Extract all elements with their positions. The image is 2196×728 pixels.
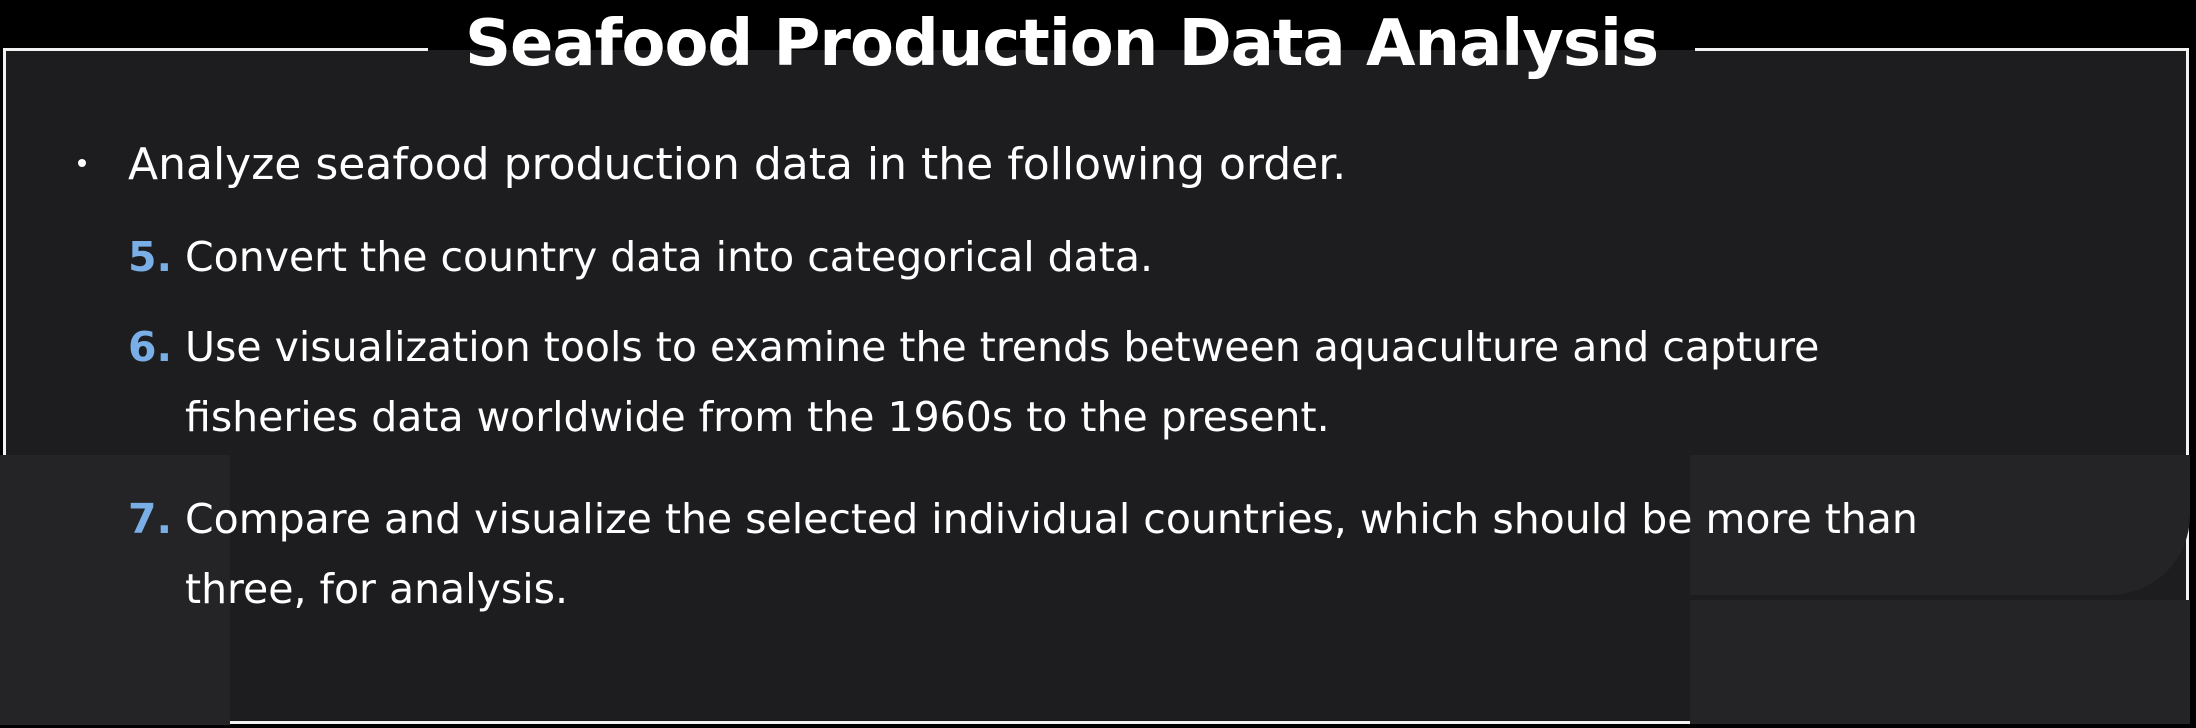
item-number: 6. — [128, 323, 173, 371]
item-number: 7. — [128, 495, 173, 543]
list-item: 5. Convert the country data into categor… — [128, 222, 2168, 292]
decorative-shape — [1690, 600, 2190, 724]
page-title: Seafood Production Data Analysis — [464, 7, 1659, 81]
list-item: 7. Compare and visualize the selected in… — [128, 484, 2168, 624]
frame-top-line — [3, 48, 428, 51]
item-number: 5. — [128, 233, 173, 281]
item-text: Convert the country data into categorica… — [185, 222, 2175, 292]
item-text-line: Compare and visualize the selected indiv… — [185, 495, 1918, 543]
frame-top-line — [1695, 48, 2189, 51]
decorative-shape — [1690, 455, 2190, 595]
item-text-line: fisheries data worldwide from the 1960s … — [185, 393, 1330, 441]
item-text-line: Use visualization tools to examine the t… — [185, 323, 1820, 371]
intro-bullet: Analyze seafood production data in the f… — [78, 135, 2158, 195]
decorative-shape — [0, 455, 230, 725]
item-text: Use visualization tools to examine the t… — [185, 312, 2175, 452]
item-text: Compare and visualize the selected indiv… — [185, 484, 2175, 624]
item-text-line: Convert the country data into categorica… — [185, 233, 1154, 281]
intro-text: Analyze seafood production data in the f… — [128, 139, 1347, 190]
bullet-icon — [78, 159, 86, 167]
list-item: 6. Use visualization tools to examine th… — [128, 312, 2168, 452]
item-text-line: three, for analysis. — [185, 565, 568, 613]
